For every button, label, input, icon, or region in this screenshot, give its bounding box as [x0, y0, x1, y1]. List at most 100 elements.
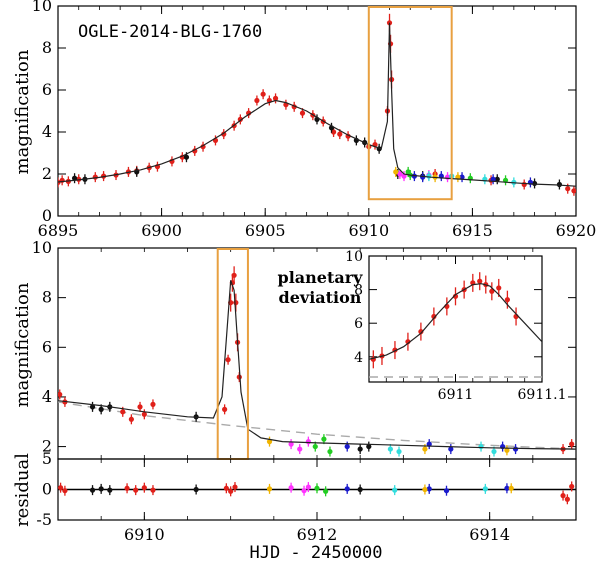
- residual-data-point: [141, 485, 147, 491]
- top-plot-area: [58, 13, 576, 196]
- residual-series-0: [58, 481, 575, 505]
- top-y-tick-label: 8: [42, 38, 52, 57]
- residual-data-point: [193, 486, 199, 493]
- residual-data-point: [288, 485, 294, 491]
- residual-data-point: [98, 486, 104, 492]
- residual-data-point: [89, 487, 96, 493]
- residual-data-point: [392, 487, 398, 493]
- residual-series-2: [288, 482, 311, 496]
- bottom-data-point: [512, 446, 519, 452]
- residual-x-tick-label: 6910: [124, 525, 165, 544]
- bottom-data-point: [233, 300, 239, 306]
- residual-series-6: [266, 483, 514, 495]
- inset-panel-frame: [368, 255, 543, 383]
- residual-series-3: [314, 483, 329, 497]
- residual-plot-area: [58, 481, 576, 505]
- top-panel-frame: [57, 5, 577, 217]
- inset-y-tick-label: 6: [354, 316, 363, 332]
- bottom-data-point: [222, 406, 228, 412]
- residual-data-point: [305, 484, 311, 490]
- bottom-data-point: [288, 441, 294, 447]
- bottom-data-point: [491, 448, 497, 455]
- residual-data-point: [422, 486, 428, 493]
- top-panel-title: OGLE-2014-BLG-1760: [78, 22, 262, 42]
- bottom-data-point: [448, 446, 454, 452]
- top-data-point: [393, 169, 399, 175]
- bottom-data-point: [89, 404, 96, 410]
- top-x-tick-label: 6910: [348, 221, 389, 240]
- residual-data-point: [357, 486, 363, 493]
- bottom-data-point: [231, 272, 237, 278]
- top-panel-ylabel: magnification: [12, 49, 33, 174]
- top-series-0: [58, 13, 576, 196]
- residual-data-point: [62, 488, 68, 494]
- top-series-6: [393, 166, 461, 183]
- top-model-curve: [58, 22, 576, 187]
- bottom-model-curve: [58, 280, 576, 450]
- inset-plot-area: [369, 272, 542, 378]
- top-y-tick-label: 2: [42, 164, 52, 183]
- top-data-point: [420, 174, 426, 180]
- inset-data-point: [496, 285, 502, 291]
- residual-data-point: [504, 485, 510, 491]
- bottom-plot-area: [58, 266, 576, 457]
- bottom-data-point: [266, 439, 273, 445]
- top-data-point: [426, 173, 432, 179]
- bottom-data-point: [504, 447, 510, 453]
- bottom-data-point: [321, 436, 327, 442]
- bottom-data-point: [137, 404, 143, 410]
- bottom-y-tick-label: 8: [42, 288, 52, 307]
- residual-y-tick-label: -5: [36, 510, 52, 529]
- top-data-point: [494, 176, 500, 182]
- residual-data-point: [266, 486, 273, 492]
- top-data-point: [337, 131, 343, 137]
- top-y-tick-label: 6: [42, 80, 52, 99]
- bottom-data-point: [305, 439, 311, 445]
- inset-data-point: [477, 278, 483, 284]
- top-data-point: [330, 129, 337, 135]
- top-y-tick-label: 10: [32, 0, 52, 15]
- residual-y-tick-label: 5: [42, 449, 52, 468]
- top-x-tick-label: 6900: [141, 221, 182, 240]
- bottom-data-point: [344, 443, 350, 450]
- inset-y-tick-label: 10: [345, 249, 363, 265]
- bottom-data-point: [150, 401, 156, 407]
- inset-data-point: [418, 329, 424, 335]
- inset-x-tick-label: 6911: [438, 387, 474, 403]
- residual-data-point: [107, 487, 113, 493]
- inset-y-tick-label: 8: [354, 283, 363, 299]
- bottom-single-lens-baseline: [58, 401, 576, 450]
- top-data-point: [71, 175, 78, 181]
- top-series-1: [71, 114, 563, 190]
- bottom-data-point: [396, 448, 402, 455]
- residual-y-tick-label: 0: [42, 480, 52, 499]
- residual-data-point: [482, 486, 488, 492]
- bottom-data-point: [569, 441, 575, 447]
- bottom-data-point: [297, 446, 303, 452]
- top-y-tick-label: 0: [42, 206, 52, 225]
- residual-data-point: [58, 485, 64, 491]
- top-highlight-box: [367, 6, 453, 201]
- top-data-point: [521, 181, 527, 188]
- residual-panel-ylabel: residual: [12, 453, 33, 527]
- top-data-point: [183, 154, 190, 160]
- bottom-data-point: [141, 411, 147, 417]
- inset-data-point: [452, 293, 459, 299]
- residual-data-point: [564, 496, 570, 502]
- top-y-tick-label: 4: [42, 122, 52, 141]
- bottom-data-point: [58, 391, 63, 398]
- residual-panel: 6910 6912 6914 -5 0 5: [36, 449, 577, 544]
- top-panel: 6895 6900 6905 6910 6915 6920 0 2 4 6 8 10: [32, 0, 597, 240]
- annotation-line: deviation: [279, 288, 362, 307]
- inset-model-curve: [369, 283, 542, 360]
- bottom-data-point: [478, 443, 484, 450]
- residual-data-point: [560, 493, 566, 499]
- top-data-point: [565, 186, 571, 192]
- residual-data-point: [323, 488, 329, 494]
- bottom-data-point: [312, 443, 318, 450]
- bottom-data-point: [98, 406, 104, 412]
- inset-y-tick-label: 4: [354, 350, 363, 366]
- residual-data-point: [124, 485, 130, 491]
- bottom-data-point: [366, 443, 372, 450]
- bottom-y-tick-label: 4: [42, 387, 52, 406]
